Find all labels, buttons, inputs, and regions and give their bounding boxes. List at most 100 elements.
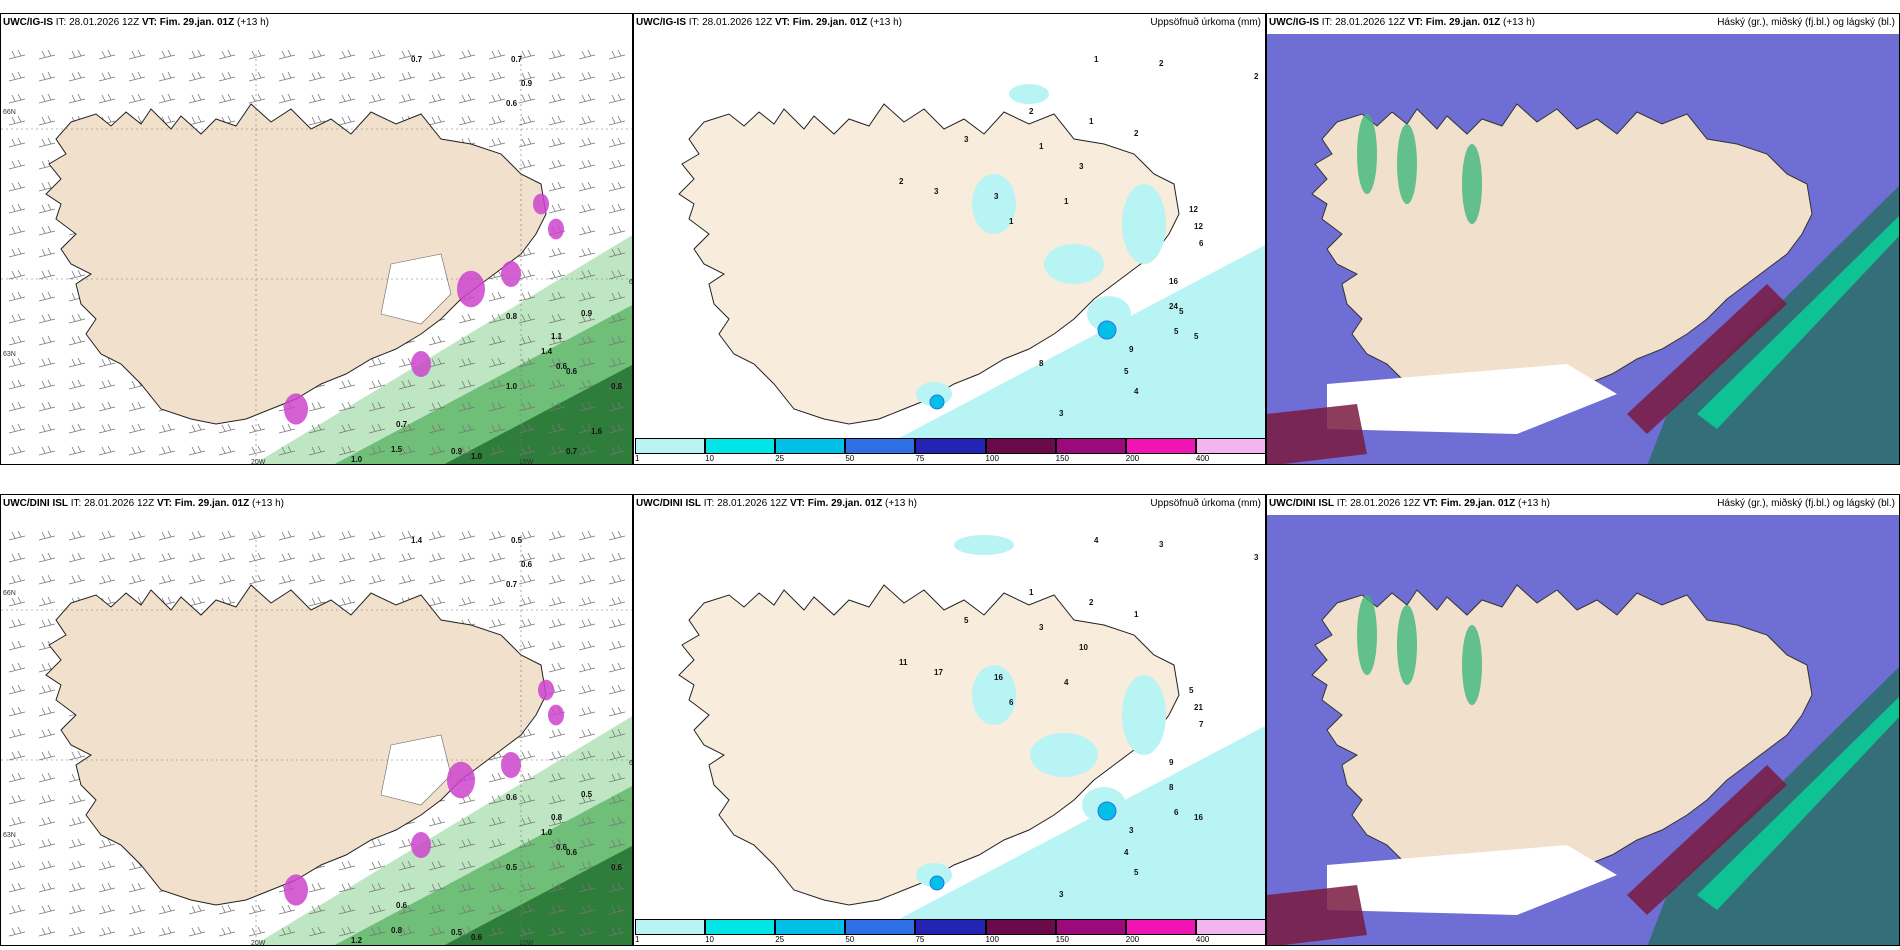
wind-barb <box>608 401 626 412</box>
precip-value-label: 4 <box>1064 678 1069 687</box>
wind-barb <box>608 772 626 783</box>
mid-cloud-streak <box>1357 114 1377 194</box>
wind-barb <box>368 71 386 82</box>
precip-value-label: 2 <box>1029 107 1034 116</box>
wind-barb <box>158 71 176 82</box>
wind-barb <box>128 401 146 412</box>
precip-value-label: 1 <box>1029 588 1034 597</box>
wind-barb <box>278 49 296 60</box>
wind-barb <box>8 423 26 434</box>
wind-value-label: 0.6 <box>396 901 408 910</box>
cloud-map-canvas <box>1267 515 1899 945</box>
colorbar-segment <box>915 438 986 454</box>
wind-barb <box>578 640 596 651</box>
precip-blob <box>284 393 308 425</box>
wind-barb <box>278 93 296 104</box>
wind-value-label: 0.6 <box>566 848 578 857</box>
precip-value-label: 16 <box>1169 277 1178 286</box>
wind-barb <box>518 750 536 761</box>
wind-barb <box>458 904 476 915</box>
precip-value-label: 3 <box>1129 826 1134 835</box>
wind-barb <box>8 618 26 629</box>
precip-value-label: 5 <box>1124 367 1129 376</box>
wind-barb <box>578 71 596 82</box>
wind-barb <box>578 401 596 412</box>
wind-barb <box>38 728 56 739</box>
wind-barb <box>608 838 626 849</box>
grid-label: 64N <box>629 760 633 767</box>
precip-value-label: 10 <box>1079 643 1088 652</box>
wind-barb <box>578 335 596 346</box>
wind-barb <box>578 115 596 126</box>
wind-barb <box>308 574 326 585</box>
panel-title: UWC/DINI ISL IT: 28.01.2026 12Z VT: Fim.… <box>1269 498 1550 509</box>
wind-value-label: 0.5 <box>451 928 463 937</box>
wind-barb <box>218 530 236 541</box>
wind-barb <box>8 247 26 258</box>
wind-barb <box>158 574 176 585</box>
grid-label: 20W <box>251 459 266 465</box>
wind-barb <box>8 772 26 783</box>
wind-barb <box>68 401 86 412</box>
mid-cloud-edge <box>1697 696 1899 910</box>
wind-barb <box>548 203 566 214</box>
wind-barb <box>128 423 146 434</box>
precip-value-label: 3 <box>964 135 969 144</box>
precip-area <box>1009 84 1049 104</box>
wind-barb <box>68 816 86 827</box>
wind-barb <box>608 860 626 871</box>
precip-value-label: 9 <box>1169 758 1174 767</box>
precip-value-label: 6 <box>1009 698 1014 707</box>
mid-cloud-streak <box>1357 595 1377 675</box>
precip-value-label: 3 <box>1039 623 1044 632</box>
wind-barb <box>548 269 566 280</box>
wind-barb <box>488 596 506 607</box>
wind-barb <box>548 640 566 651</box>
colorbar-segment <box>1055 919 1126 935</box>
wind-barb <box>98 445 116 456</box>
precip-area <box>1122 675 1166 755</box>
precip-value-label: 16 <box>1194 813 1203 822</box>
wind-barb <box>428 926 446 937</box>
precip-value-label: 1 <box>1094 55 1099 64</box>
wind-barb <box>428 357 446 368</box>
wind-barb <box>38 137 56 148</box>
wind-barb <box>158 445 176 456</box>
colorbar-tick-label: 50 <box>845 454 855 463</box>
precip-value-label: 5 <box>1179 307 1184 316</box>
wind-barb <box>248 904 266 915</box>
wind-barb <box>548 574 566 585</box>
panel-subtitle: Uppsöfnuð úrkoma (mm) <box>1150 498 1261 509</box>
wind-barb <box>368 552 386 563</box>
grid-label: 15W <box>519 940 534 946</box>
wind-barb <box>128 904 146 915</box>
wind-barb <box>578 530 596 541</box>
wind-barb <box>428 552 446 563</box>
wind-barb <box>548 137 566 148</box>
precip-value-label: 2 <box>1134 129 1139 138</box>
precip-colorbar: 1 10 25 50 75 100 150 200 400 <box>634 438 1265 464</box>
wind-value-label: 0.8 <box>551 813 563 822</box>
wind-barb <box>458 926 476 937</box>
wind-map-canvas: 66N63N20W15W64N1.40.50.60.70.60.50.81.00… <box>1 515 633 946</box>
wind-barb <box>608 269 626 280</box>
wind-barb <box>8 291 26 302</box>
wind-barb <box>158 530 176 541</box>
wind-barb <box>458 816 476 827</box>
wind-barb <box>518 159 536 170</box>
wind-value-label: 1.0 <box>506 382 518 391</box>
iceland-land <box>1311 103 1813 425</box>
wind-barb <box>458 357 476 368</box>
colorbar-segment <box>1195 438 1265 454</box>
colorbar-segment <box>775 438 846 454</box>
wind-barb <box>518 552 536 563</box>
wind-barb <box>518 772 536 783</box>
colorbar-tick-label: 10 <box>705 454 715 463</box>
wind-barb <box>608 203 626 214</box>
precip-value-label: 3 <box>1059 409 1064 418</box>
wind-barb <box>38 904 56 915</box>
wind-barb <box>38 530 56 541</box>
wind-barb <box>38 684 56 695</box>
wind-barb <box>218 71 236 82</box>
